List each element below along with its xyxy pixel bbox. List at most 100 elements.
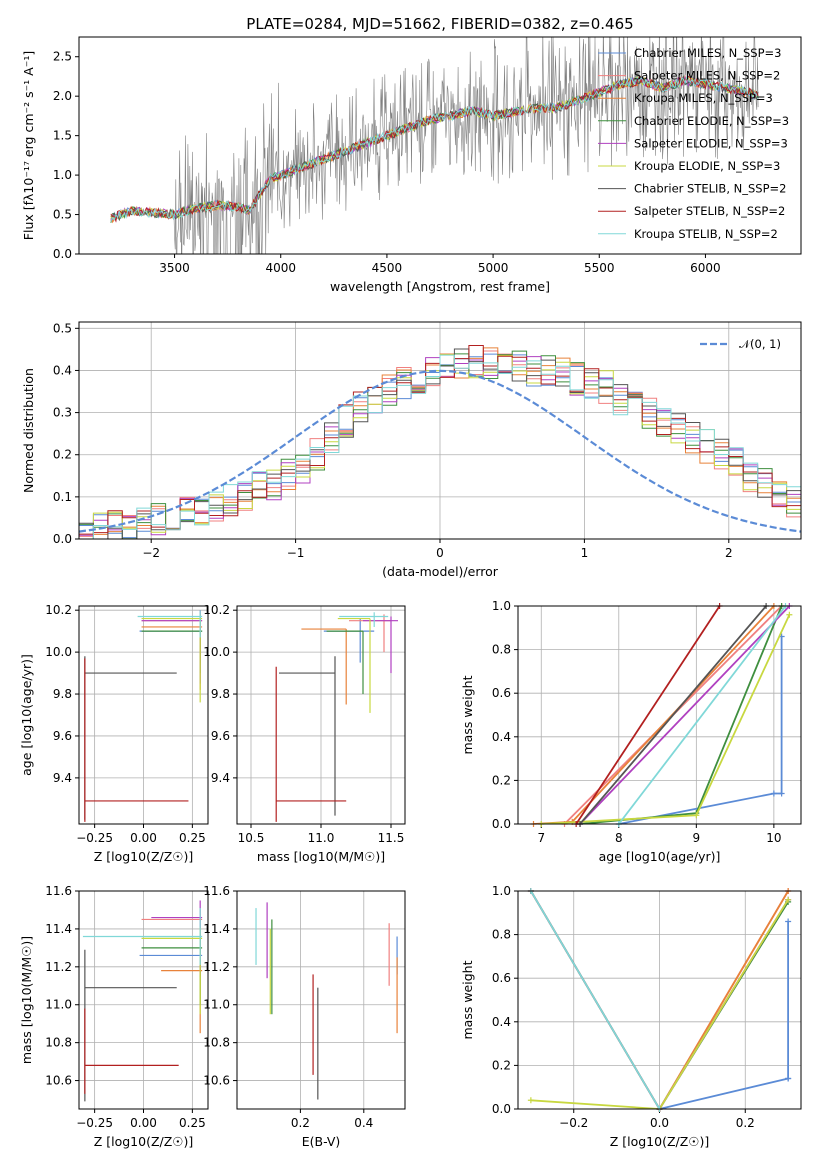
y-tick-label: 1.0 <box>492 599 511 613</box>
weight-point-marker <box>785 1075 792 1082</box>
weight_vs_age-frame <box>517 605 802 825</box>
residuals-frame <box>78 321 802 540</box>
weight-point-marker <box>786 611 793 618</box>
y-tick-label: 0.0 <box>492 1102 511 1116</box>
y-tick-label: 0.4 <box>492 730 511 744</box>
x-tick-label: 0.0 <box>650 1116 669 1130</box>
mass_vs_ebv-frame <box>236 890 406 1110</box>
x-tick-label: −0.25 <box>76 831 113 845</box>
y-axis-label: Flux [fλ10⁻¹⁷ erg cm⁻² s⁻¹ A⁻¹] <box>21 51 36 240</box>
histogram-series <box>79 354 801 539</box>
y-tick-label: 9.4 <box>53 771 72 785</box>
y-tick-label: 0.1 <box>53 490 72 504</box>
weight-point-marker <box>527 1097 534 1104</box>
weight-point-marker <box>785 896 792 903</box>
y-tick-label: 0.0 <box>492 817 511 831</box>
y-axis-label: age [log10(age/yr)] <box>19 654 34 776</box>
y-tick-label: 11.6 <box>45 884 72 898</box>
weight-point-marker <box>785 918 792 925</box>
y-tick-label: 10.6 <box>45 1074 72 1088</box>
x-tick-label: 0.2 <box>291 1116 310 1130</box>
x-axis-label: (data-model)/error <box>382 564 499 579</box>
y-tick-label: 0.3 <box>53 406 72 420</box>
y-tick-label: 0.5 <box>53 208 72 222</box>
x-axis-label: E(B-V) <box>302 1134 341 1149</box>
y-tick-label: 1.5 <box>53 129 72 143</box>
spectrum-frame <box>78 36 802 255</box>
x-axis-label: age [log10(age/yr)] <box>599 849 721 864</box>
y-tick-label: 1.0 <box>53 168 72 182</box>
y-tick-label: 0.2 <box>492 773 511 787</box>
chart-title: PLATE=0284, MJD=51662, FIBERID=0382, z=0… <box>246 15 633 33</box>
weight-line <box>618 606 787 824</box>
weight-line <box>575 606 721 824</box>
x-tick-label: 5500 <box>584 261 615 275</box>
weight-point-marker <box>778 790 785 797</box>
weight_vs_Z-frame <box>517 890 802 1110</box>
x-tick-label: −0.25 <box>76 1116 113 1130</box>
y-tick-label: 0.2 <box>492 1058 511 1072</box>
y-tick-label: 9.4 <box>211 771 230 785</box>
weight-line <box>530 899 789 1109</box>
y-axis-label: mass [log10(M/M☉)] <box>19 936 34 1064</box>
y-axis-label: mass weight <box>460 675 475 754</box>
y-tick-label: 0.8 <box>492 928 511 942</box>
x-tick-label: 5000 <box>478 261 509 275</box>
legend-entry: Salpeter MILES, N_SSP=2 <box>634 69 780 83</box>
y-axis-label: mass weight <box>460 960 475 1039</box>
x-tick-label: 1 <box>581 546 589 560</box>
legend-entry: Chabrier MILES, N_SSP=3 <box>634 46 781 60</box>
y-axis-label: Normed distribution <box>21 368 36 493</box>
weight-line <box>659 921 789 1109</box>
x-tick-label: 0.25 <box>179 831 206 845</box>
x-tick-label: 3500 <box>159 261 190 275</box>
x-axis-label: Z [log10(Z/Z☉)] <box>610 1134 710 1149</box>
x-tick-label: 7 <box>537 831 545 845</box>
normal-distribution-curve <box>79 369 801 533</box>
x-axis-label: wavelength [Angstrom, rest frame] <box>330 279 550 294</box>
age_vs_mass-frame <box>236 605 406 825</box>
x-tick-label: 0.25 <box>179 1116 206 1130</box>
y-tick-label: 9.6 <box>211 729 230 743</box>
y-tick-label: 11.0 <box>203 998 230 1012</box>
y-tick-label: 0.0 <box>53 247 72 261</box>
legend-entry: Kroupa ELODIE, N_SSP=3 <box>634 159 780 173</box>
y-tick-label: 1.0 <box>492 884 511 898</box>
weight-line <box>541 614 791 824</box>
x-tick-label: 0.2 <box>736 1116 755 1130</box>
weight-point-marker <box>693 812 700 819</box>
y-tick-label: 0.6 <box>492 971 511 985</box>
y-tick-label: 2.5 <box>53 50 72 64</box>
y-tick-label: 0.2 <box>53 448 72 462</box>
age_vs_Z-axes <box>75 606 208 828</box>
x-tick-label: −0.2 <box>559 1116 588 1130</box>
legend-entry: Kroupa STELIB, N_SSP=2 <box>634 227 778 241</box>
legend-entry: Kroupa MILES, N_SSP=3 <box>634 91 773 105</box>
legend-entry: Salpeter ELODIE, N_SSP=3 <box>634 136 788 150</box>
y-tick-label: 10.0 <box>45 645 72 659</box>
x-tick-label: 2 <box>725 546 733 560</box>
x-tick-label: −2 <box>142 546 160 560</box>
x-tick-label: 0 <box>436 546 444 560</box>
y-tick-label: 10.8 <box>45 1036 72 1050</box>
x-tick-label: 8 <box>615 831 623 845</box>
x-tick-label: 11.0 <box>308 831 335 845</box>
y-tick-label: 10.2 <box>45 603 72 617</box>
y-tick-label: 9.8 <box>211 687 230 701</box>
x-tick-label: 10.5 <box>238 831 265 845</box>
weight-line <box>618 636 783 824</box>
mass_vs_Z-frame <box>78 890 209 1110</box>
y-tick-label: 10.2 <box>203 603 230 617</box>
y-tick-label: 11.2 <box>45 960 72 974</box>
y-tick-label: 11.0 <box>45 998 72 1012</box>
y-tick-label: 2.0 <box>53 89 72 103</box>
y-tick-label: 0.0 <box>53 532 72 546</box>
y-tick-label: 11.2 <box>203 960 230 974</box>
x-tick-label: −1 <box>287 546 305 560</box>
observed-spectrum-line <box>110 37 759 254</box>
x-tick-label: 11.5 <box>378 831 405 845</box>
x-tick-label: 4000 <box>265 261 296 275</box>
x-axis-label: Z [log10(Z/Z☉)] <box>94 849 194 864</box>
x-tick-label: 0.4 <box>354 1116 373 1130</box>
model-spectrum-line <box>110 75 759 222</box>
